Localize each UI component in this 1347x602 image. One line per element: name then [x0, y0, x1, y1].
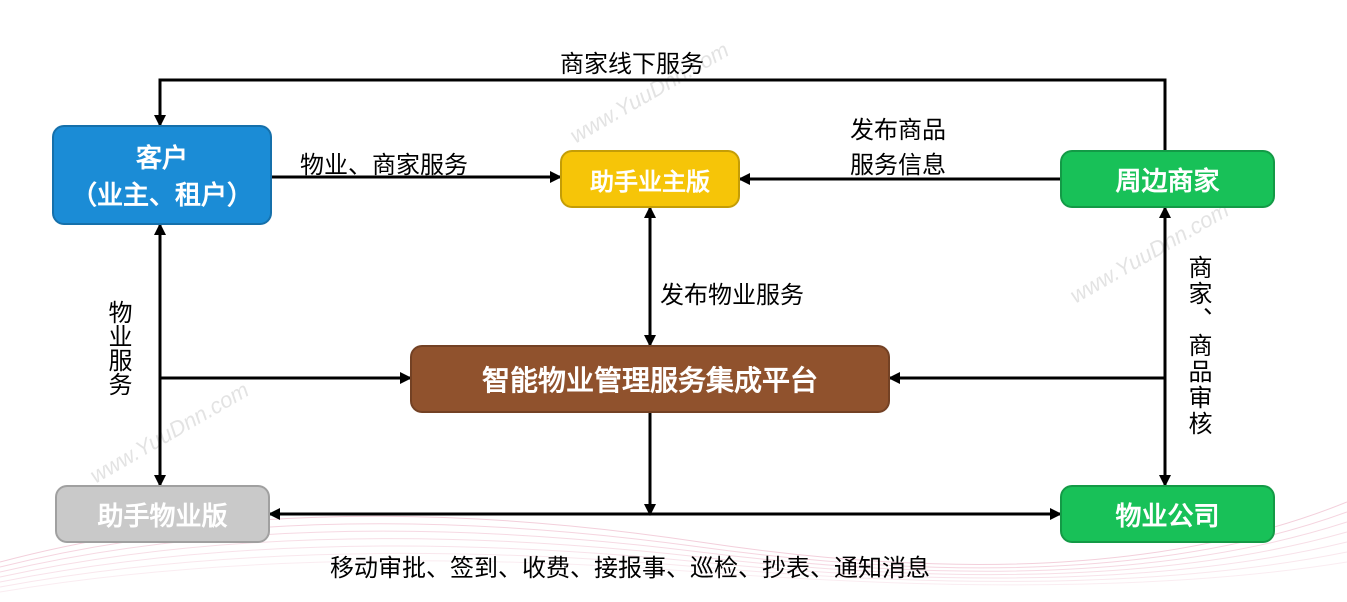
node-owner-app: 助手业主版: [560, 150, 740, 208]
node-customer-line1: 客户: [136, 138, 188, 175]
edge-label-mobile-ops: 移动审批、签到、收费、接报事、巡检、抄表、通知消息: [330, 548, 930, 583]
edge-label-publish-goods-line1: 发布商品: [850, 110, 946, 145]
node-property-app: 助手物业版: [55, 485, 270, 543]
node-customer-line2: （业主、租户）: [71, 175, 253, 212]
node-merchant-label: 周边商家: [1115, 161, 1219, 198]
node-property-company-label: 物业公司: [1115, 496, 1219, 533]
node-property-app-label: 助手物业版: [97, 496, 227, 533]
edge-label-merchant-review-vertical: 商家、商品审核: [1180, 255, 1215, 437]
edge-label-publish-goods: 发布商品 服务信息: [850, 110, 946, 180]
node-platform-label: 智能物业管理服务集成平台: [482, 359, 818, 399]
edge-label-publish-property-service: 发布物业服务: [660, 275, 804, 310]
edge-label-merchant-offline: 商家线下服务: [560, 44, 704, 79]
node-property-company: 物业公司: [1060, 485, 1275, 543]
edge-label-property-service-vertical: 物业服务: [100, 300, 135, 396]
node-customer: 客户 （业主、租户）: [52, 125, 272, 225]
node-platform: 智能物业管理服务集成平台: [410, 345, 890, 413]
edge-label-property-merchant-service: 物业、商家服务: [300, 145, 468, 180]
node-owner-app-label: 助手业主版: [590, 162, 710, 197]
diagram-canvas: www.YuuDnn.com www.YuuDnn.com www.YuuDnn…: [0, 0, 1347, 602]
node-merchant: 周边商家: [1060, 150, 1275, 208]
edge-label-publish-goods-line2: 服务信息: [850, 145, 946, 180]
